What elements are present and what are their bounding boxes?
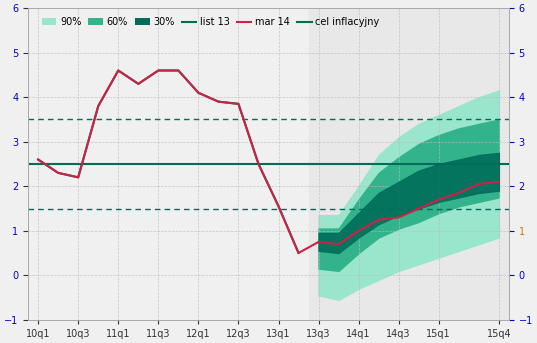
Bar [309, 8, 509, 320]
Legend: 90%, 60%, 30%, list 13, mar 14, cel inflacyjny: 90%, 60%, 30%, list 13, mar 14, cel infl… [38, 13, 383, 31]
